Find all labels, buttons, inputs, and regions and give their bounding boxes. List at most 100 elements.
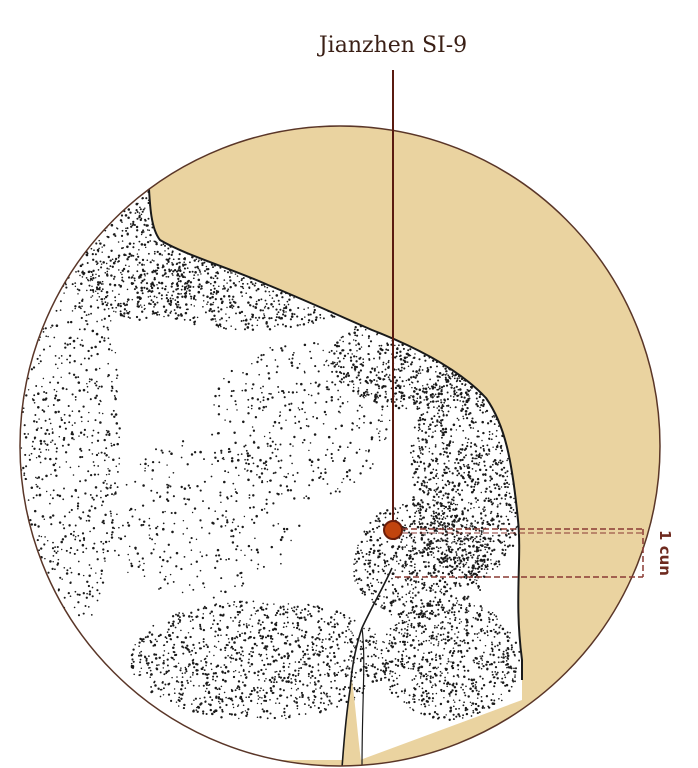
stipple-dot (377, 376, 380, 380)
stipple-dot (149, 233, 152, 237)
stipple-dot (478, 461, 481, 464)
stipple-dot (401, 391, 404, 395)
stipple-dot (499, 502, 502, 505)
stipple-dot (179, 268, 182, 270)
stipple-dot (110, 389, 113, 392)
stipple-dot (508, 492, 511, 495)
stipple-dot (151, 283, 155, 286)
stipple-dot (396, 560, 398, 563)
stipple-dot (174, 317, 177, 320)
stipple-dot (254, 306, 258, 309)
stipple-dot (437, 603, 440, 607)
stipple-dot (435, 475, 438, 478)
stipple-dot (108, 540, 110, 543)
stipple-dot (385, 564, 388, 567)
stipple-dot (432, 589, 434, 591)
stipple-dot (379, 595, 381, 597)
stipple-dot (360, 579, 363, 582)
stipple-dot (461, 405, 464, 407)
stipple-dot (471, 556, 474, 559)
stipple-dot (51, 547, 55, 550)
stipple-dot (467, 552, 470, 555)
stipple-dot (255, 300, 258, 303)
stipple-dot (56, 494, 59, 497)
stipple-dot (162, 264, 164, 266)
stipple-dot (74, 285, 77, 288)
stipple-dot (79, 239, 82, 242)
stipple-dot (476, 579, 478, 582)
stipple-dot (488, 430, 491, 433)
stipple-dot (68, 524, 71, 527)
stipple-dot (118, 145, 121, 148)
stipple-dot (110, 533, 113, 536)
stipple-dot (430, 550, 433, 553)
stipple-dot (495, 429, 498, 432)
stipple-dot (69, 239, 73, 242)
stipple-dot (489, 537, 492, 540)
stipple-dot (117, 261, 119, 263)
stipple-dot (279, 317, 282, 320)
stipple-dot (136, 211, 139, 213)
stipple-dot (463, 456, 466, 459)
stipple-dot (183, 257, 186, 260)
stipple-dot (17, 491, 19, 493)
stipple-dot (60, 376, 62, 379)
stipple-dot (91, 273, 94, 276)
stipple-dot (454, 462, 456, 464)
stipple-dot (437, 412, 439, 415)
stipple-dot (2, 428, 4, 430)
stipple-dot (400, 363, 403, 366)
stipple-dot (113, 275, 116, 278)
stipple-dot (180, 273, 184, 276)
stipple-dot (149, 146, 152, 149)
stipple-dot (422, 422, 426, 425)
stipple-dot (434, 591, 437, 594)
stipple-dot (130, 254, 133, 257)
stipple-dot (282, 309, 285, 312)
stipple-dot (49, 231, 52, 235)
stipple-dot (100, 290, 103, 293)
stipple-dot (475, 582, 478, 585)
stipple-dot (411, 545, 414, 547)
stipple-dot (419, 365, 422, 368)
stipple-dot (117, 160, 119, 162)
stipple-dot (396, 517, 399, 520)
stipple-dot (411, 547, 415, 550)
stipple-dot (153, 260, 155, 262)
stipple-dot (112, 409, 115, 412)
stipple-dot (143, 273, 146, 276)
stipple-dot (453, 514, 456, 517)
stipple-dot (146, 229, 149, 231)
stipple-dot (29, 566, 32, 570)
stipple-dot (113, 415, 116, 419)
stipple-dot (96, 299, 99, 302)
stipple-dot (69, 336, 72, 340)
stipple-dot (455, 429, 458, 431)
stipple-dot (52, 600, 55, 604)
stipple-dot (470, 570, 473, 573)
stipple-dot (508, 536, 511, 539)
stipple-dot (51, 253, 54, 256)
stipple-dot (84, 197, 87, 200)
stipple-dot (480, 517, 483, 520)
stipple-dot (68, 511, 71, 514)
stipple-dot (110, 202, 113, 205)
stipple-dot (81, 532, 85, 535)
stipple-dot (92, 546, 95, 550)
stipple-dot (69, 224, 72, 226)
stipple-dot (108, 200, 111, 203)
stipple-dot (411, 386, 413, 389)
stipple-dot (138, 276, 141, 279)
stipple-dot (441, 524, 444, 527)
stipple-dot (55, 450, 58, 453)
stipple-dot (440, 588, 442, 591)
stipple-dot (165, 294, 168, 297)
stipple-dot (169, 299, 173, 303)
stipple-dot (427, 368, 430, 372)
stipple-dot (394, 381, 397, 384)
stipple-dot (163, 175, 166, 178)
stipple-dot (511, 544, 515, 548)
stipple-dot (418, 522, 422, 526)
stipple-dot (412, 496, 415, 499)
stipple-dot (399, 358, 403, 361)
